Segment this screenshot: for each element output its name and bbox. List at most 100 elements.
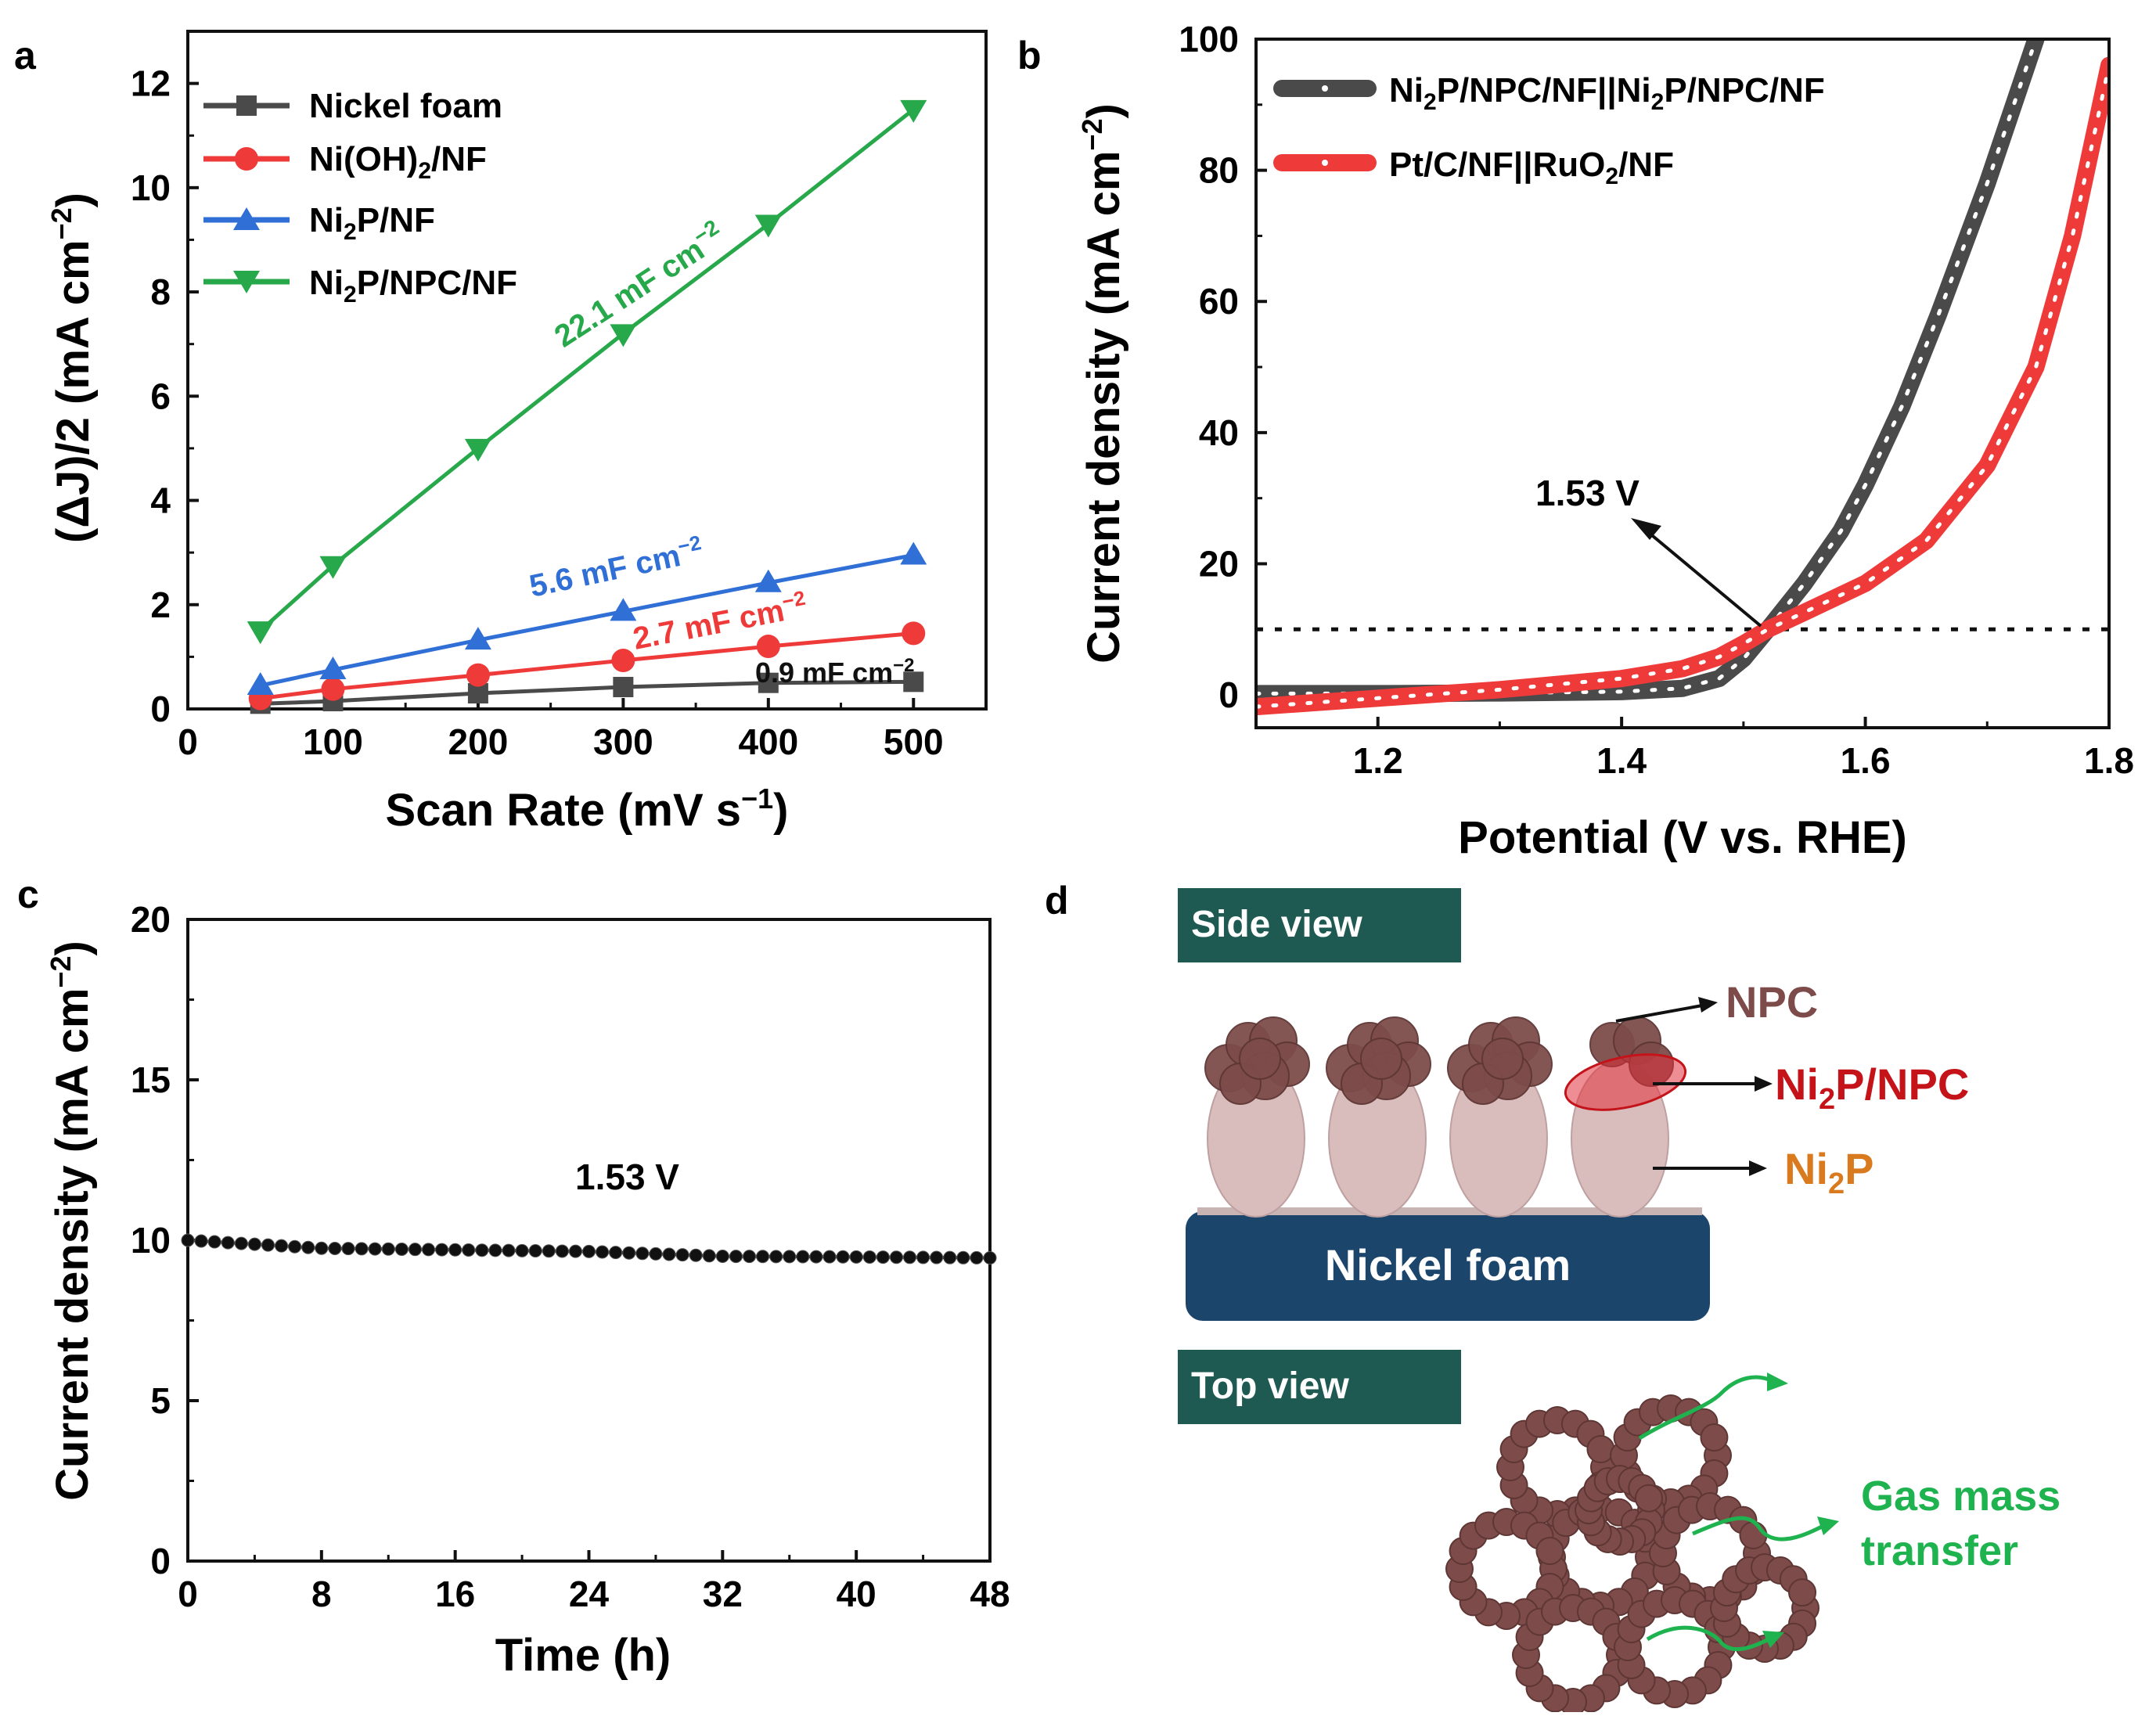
- x-tick-label: 16: [435, 1574, 475, 1614]
- data-point-stability: [609, 1246, 623, 1260]
- legend-b: Ni2P/NPC/NF||Ni2P/NPC/NF Pt/C/NF||RuO2/N…: [1273, 71, 1825, 189]
- data-point-stability: [702, 1249, 716, 1263]
- panel-letter-a: a: [14, 34, 37, 77]
- series-line-2: [260, 553, 914, 688]
- data-point-series-2: [319, 657, 347, 680]
- data-point-series-1: [756, 635, 780, 659]
- data-point-series-0: [758, 672, 779, 693]
- series-line-1: [260, 631, 914, 701]
- data-point-series-1: [466, 663, 490, 687]
- data-point-stability: [207, 1235, 221, 1249]
- panel-letter-c: c: [17, 872, 39, 916]
- x-tick-label: 200: [448, 721, 509, 762]
- x-tick-label: 0: [178, 1574, 198, 1614]
- legend-a: Nickel foam Ni(OH)2/NF Ni2P/NF Ni2P/NPC/…: [203, 87, 517, 308]
- panel-d: d Side view Nickel foam NPC Ni2P/NPC Ni2…: [1045, 879, 2061, 1716]
- legend-item-ni2p: Ni2P/NF: [203, 201, 435, 245]
- x-tick-label: 40: [837, 1574, 876, 1614]
- npc-pointer-arrowhead: [1698, 997, 1718, 1013]
- npc-ring-network: [1445, 1394, 1819, 1716]
- x-tick-label: 24: [569, 1574, 610, 1614]
- data-point-stability: [502, 1243, 516, 1257]
- legend-item-ni2p-npc: Ni2P/NPC/NF: [203, 264, 517, 308]
- data-point-stability: [328, 1241, 342, 1255]
- legend-label-nioh2: Ni(OH)2/NF: [309, 140, 487, 184]
- x-tick-label: 48: [970, 1574, 1010, 1614]
- annotation-arrow-b: [1642, 527, 1762, 628]
- legend-item-nioh2: Ni(OH)2/NF: [203, 140, 487, 184]
- data-point-stability: [756, 1250, 770, 1264]
- annotation-slope-ni2p-npc: 22.1 mF cm−2: [546, 215, 732, 354]
- legend-marker-ni2p-npc: [233, 271, 260, 293]
- data-point-stability: [341, 1242, 355, 1256]
- x-tick-label: 100: [303, 721, 363, 762]
- y-tick-label: 100: [1179, 19, 1239, 59]
- annotation-arrowhead-b: [1631, 518, 1661, 540]
- y-tick-label: 8: [150, 272, 171, 312]
- data-point-stability: [596, 1245, 610, 1259]
- data-point-stability: [422, 1243, 435, 1257]
- y-tick-label: 0: [1218, 675, 1239, 715]
- data-point-stability: [301, 1240, 315, 1254]
- series-line-0: [1256, 39, 2045, 703]
- legend-label-ptc-ruo2-couple: Pt/C/NF||RuO2/NF: [1389, 146, 1674, 189]
- legend-label-ni2p: Ni2P/NF: [309, 201, 435, 245]
- ni2p-base-layer: [1197, 1207, 1702, 1215]
- y-tick-label: 5: [150, 1380, 171, 1421]
- data-point-stability: [675, 1248, 689, 1262]
- y-tick-label: 15: [131, 1059, 171, 1100]
- npc-particle: [1481, 1038, 1524, 1080]
- x-tick-label: 8: [311, 1574, 332, 1614]
- label-ni2p: Ni2P: [1784, 1144, 1874, 1200]
- plot-frame-a: [186, 30, 988, 711]
- y-axis-label-c: Current density (mA cm−2): [45, 941, 98, 1501]
- panel-c: c 0 8 16 24 32 40 48 0 5 10 15 20 1.53 V Time (h) C…: [17, 872, 1010, 1681]
- data-point-stability: [930, 1250, 944, 1265]
- data-point-stability: [528, 1244, 542, 1258]
- npc-ring-bead: [1700, 1423, 1729, 1452]
- data-point-stability: [288, 1239, 302, 1254]
- data-point-stability: [876, 1250, 890, 1265]
- x-tick-label: 1.6: [1841, 740, 1891, 781]
- data-point-stability: [715, 1250, 729, 1263]
- data-point-stability: [448, 1243, 463, 1257]
- x-axis-label-a: Scan Rate (mV s−1): [386, 782, 789, 836]
- plot-frame-b: [1254, 38, 2111, 729]
- y-tick-label: 0: [150, 689, 171, 729]
- data-point-stability: [542, 1244, 556, 1258]
- legend-marker-nickel-foam: [236, 95, 257, 116]
- y-tick-label: 60: [1199, 281, 1239, 322]
- axis-ticks-b: 1.2 1.4 1.6 1.8 0 20 40 60 80 100: [1179, 19, 2134, 781]
- npc-ring-bead: [1739, 1521, 1768, 1550]
- top-view-title: Top view: [1191, 1365, 1349, 1407]
- series-line-0: [260, 679, 914, 706]
- data-point-series-3: [319, 556, 347, 579]
- x-tick-label: 1.8: [2084, 740, 2134, 781]
- gas-arrowhead-2: [1817, 1516, 1839, 1535]
- gas-arrowheads: [1762, 1372, 1839, 1648]
- ni2p-npc-pointer-arrowhead: [1755, 1076, 1773, 1092]
- data-point-stability: [729, 1250, 743, 1264]
- npc-ring-bead: [1586, 1435, 1615, 1464]
- data-point-stability: [956, 1250, 970, 1265]
- data-point-series-3: [610, 324, 637, 347]
- gas-label-line2: transfer: [1861, 1527, 2018, 1574]
- data-point-stability: [635, 1247, 650, 1261]
- data-point-stability: [903, 1250, 916, 1265]
- data-point-series-2: [464, 627, 491, 650]
- y-tick-label: 80: [1199, 150, 1239, 191]
- data-point-stability: [836, 1250, 850, 1264]
- data-point-series-1: [902, 621, 926, 646]
- gas-label-line1: Gas mass: [1861, 1473, 2061, 1520]
- data-point-stability: [689, 1248, 703, 1262]
- data-point-stability: [622, 1246, 636, 1260]
- data-point-series-2: [610, 598, 637, 621]
- data-point-stability: [983, 1251, 997, 1265]
- legend-marker-nioh2: [235, 147, 258, 171]
- gas-arrowhead-1: [1767, 1372, 1788, 1391]
- data-point-series-1: [611, 649, 635, 673]
- data-point-stability: [662, 1247, 676, 1261]
- series-group-a: [247, 99, 927, 714]
- panel-letter-b: b: [1017, 34, 1042, 77]
- legend-marker-ni2p: [233, 207, 260, 230]
